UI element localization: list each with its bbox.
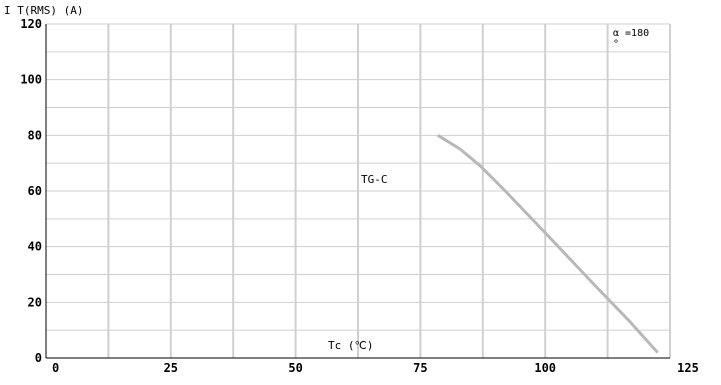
degree-symbol: ° — [613, 39, 619, 50]
data-point — [479, 165, 481, 167]
x-tick-label: 50 — [288, 361, 302, 375]
y-axis-label: I T(RMS) (A) — [4, 4, 83, 17]
y-tick-label: 120 — [20, 17, 42, 31]
data-point — [504, 190, 506, 192]
data-point — [459, 148, 461, 150]
x-axis-label: Tc (℃) — [328, 339, 373, 352]
y-tick-label: 100 — [20, 73, 42, 87]
data-point — [629, 321, 631, 323]
y-tick-label: 60 — [28, 184, 42, 198]
x-tick-label: 25 — [164, 361, 178, 375]
x-tick-label: 75 — [413, 361, 427, 375]
x-tick-label: 0 — [52, 361, 59, 375]
data-point — [544, 232, 546, 234]
x-tick-label: 100 — [534, 361, 556, 375]
conduction-angle-label: α =180 — [613, 28, 649, 39]
grid-lines — [46, 23, 671, 358]
curve-label: TG-C — [361, 173, 388, 186]
axes — [45, 24, 670, 359]
x-tick-label: 125 — [677, 361, 699, 375]
x-tick-labels: 0 25 50 75 100 125 — [52, 361, 699, 375]
data-point — [594, 285, 596, 287]
y-tick-labels: 0 20 40 60 80 100 120 — [20, 17, 42, 365]
y-tick-label: 0 — [35, 351, 42, 365]
series-line — [437, 134, 659, 354]
y-tick-label: 80 — [28, 128, 42, 142]
data-point — [657, 351, 659, 353]
y-tick-label: 40 — [28, 240, 42, 254]
y-tick-label: 20 — [28, 295, 42, 309]
series-group — [437, 134, 659, 354]
data-point — [437, 134, 439, 136]
